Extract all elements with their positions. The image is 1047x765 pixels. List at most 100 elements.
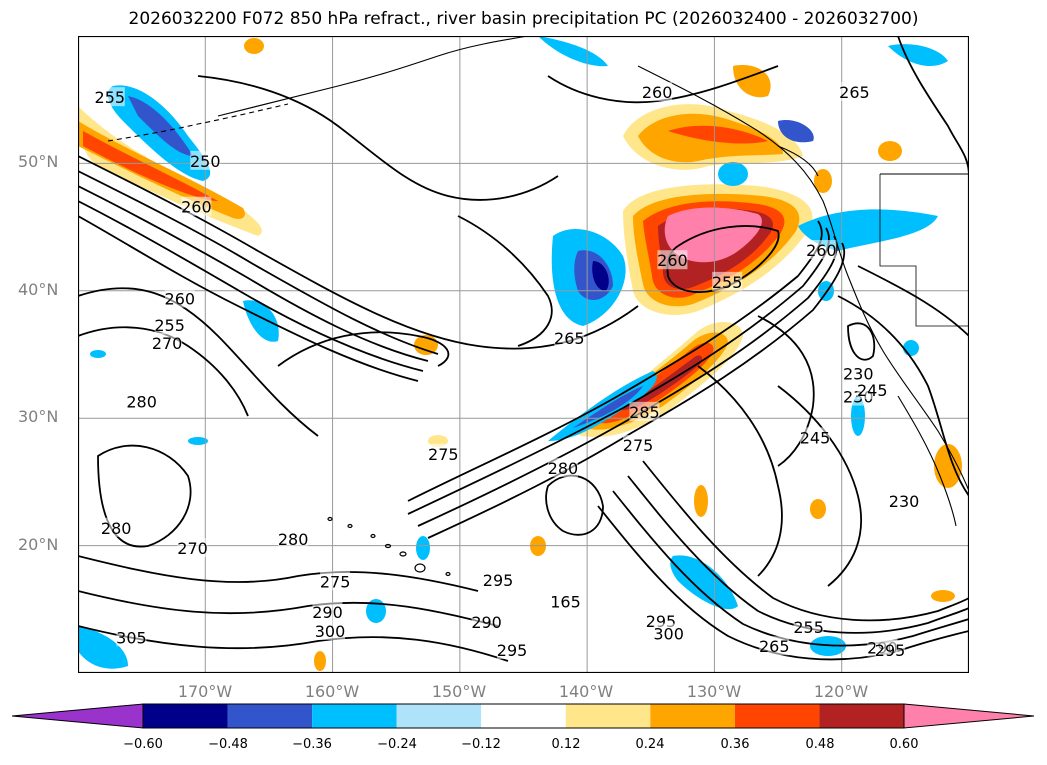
contour-line (78, 590, 499, 627)
colorbar-tick-label: −0.48 (208, 737, 248, 752)
lon-label-160w: 160°W (304, 682, 360, 701)
contour-line (847, 322, 876, 361)
north-america-coastline (637, 65, 969, 492)
colorbar-extend-low (12, 703, 144, 729)
hawaii-islands (327, 516, 451, 577)
colorbar-tick-label: 0.60 (889, 737, 919, 752)
lat-label-40n: 40°N (18, 280, 59, 299)
contour-label: 245 (800, 428, 831, 447)
contour-label-bg (320, 571, 351, 591)
contour-label-bg (889, 491, 920, 511)
contour-line (777, 385, 862, 587)
positive-anomaly-region (934, 444, 962, 488)
contour-line (277, 331, 450, 367)
contour-label: 280 (126, 393, 157, 412)
contour-label: 260 (657, 251, 688, 270)
colorbar-tick-label: 0.36 (720, 737, 750, 752)
contour-label-bg (806, 240, 837, 260)
negative-anomaly-region (416, 536, 430, 560)
positive-anomaly-region (668, 125, 768, 144)
contour-label: 290 (312, 603, 343, 622)
negative-anomaly-region (573, 386, 643, 428)
colorbar-tick-label: −0.12 (461, 737, 501, 752)
contour-label: 165 (550, 593, 581, 612)
map-background (78, 36, 969, 673)
contour-line (757, 315, 815, 467)
colorbar-tick-label: −0.36 (292, 737, 332, 752)
contour-label-bg (554, 327, 585, 347)
contour-label: 265 (759, 637, 790, 656)
lon-label-120w: 120°W (813, 682, 869, 701)
contour-label-bg (177, 538, 208, 558)
positive-anomaly-region (810, 499, 826, 519)
alaska-coastline (217, 36, 529, 117)
contour-line (457, 215, 553, 347)
positive-anomaly-region (618, 355, 703, 411)
contour-line (427, 242, 846, 539)
baja-california (897, 395, 957, 527)
colorbar-tick-label: 0.24 (635, 737, 665, 752)
lat-label-30n: 30°N (18, 407, 59, 426)
positive-anomaly-region (83, 131, 218, 201)
contour-label: 285 (629, 403, 660, 422)
shading-layer (78, 36, 962, 671)
negative-anomaly-region (592, 261, 609, 291)
vancouver-island (777, 145, 819, 177)
contour-label-bg (483, 569, 514, 589)
us-state-line (879, 174, 969, 327)
contour-label: 290 (471, 613, 502, 632)
negative-anomaly-region (90, 350, 106, 358)
contour-label-bg (471, 612, 502, 632)
contour-label-bg (759, 636, 790, 656)
contour-label-bg (190, 150, 221, 170)
colorbar-cell (565, 704, 651, 728)
contour-line (642, 460, 969, 622)
contour-label-bg (629, 401, 660, 421)
contour-line (78, 555, 479, 592)
contour-label-bg (278, 529, 309, 549)
contour-label: 280 (101, 519, 132, 538)
contour-label-bg (428, 443, 459, 463)
contour-label: 265 (839, 83, 870, 102)
island (327, 516, 333, 522)
contour-line (78, 326, 249, 417)
island (414, 563, 426, 573)
colorbar-cell (734, 704, 820, 728)
colorbar-cell (312, 704, 397, 728)
contour-label-bg (793, 617, 824, 637)
contour-label-bg (642, 82, 673, 102)
negative-anomaly-region (670, 555, 738, 610)
contour-label-bg (497, 640, 528, 660)
contour-line (78, 200, 424, 372)
contour-label-bg (126, 391, 157, 411)
colorbar-tick-label: 0.48 (805, 737, 835, 752)
contour-label: 260 (165, 289, 196, 308)
contour-label: 255 (793, 618, 824, 637)
lon-label-140w: 140°W (558, 682, 614, 701)
colorbar-cell (396, 704, 482, 728)
colorbar-tick-label: 0.12 (551, 737, 581, 752)
contour-label: 305 (116, 628, 147, 647)
map-frame (78, 36, 969, 673)
negative-anomaly-region (718, 162, 748, 186)
contour-label-bg (550, 591, 581, 611)
positive-anomaly-region (244, 38, 264, 54)
contour-label: 280 (548, 459, 579, 478)
contour-label: 300 (653, 625, 684, 644)
contour-line (897, 36, 969, 177)
negative-anomaly-region (538, 36, 608, 67)
lon-label-150w: 150°W (431, 682, 487, 701)
contour-label: 250 (190, 152, 221, 171)
contour-label-bg (181, 196, 212, 216)
lat-label-20n: 20°N (18, 535, 59, 554)
contour-line (78, 625, 509, 662)
contour-label: 295 (497, 641, 528, 660)
negative-anomaly-region (778, 120, 814, 143)
positive-anomaly-region (931, 590, 955, 602)
positive-anomaly-region (314, 651, 326, 671)
contour-label: 270 (177, 539, 208, 558)
positive-anomaly-region (694, 485, 708, 517)
contour-line (837, 295, 969, 497)
contour-label-bg (657, 250, 688, 270)
